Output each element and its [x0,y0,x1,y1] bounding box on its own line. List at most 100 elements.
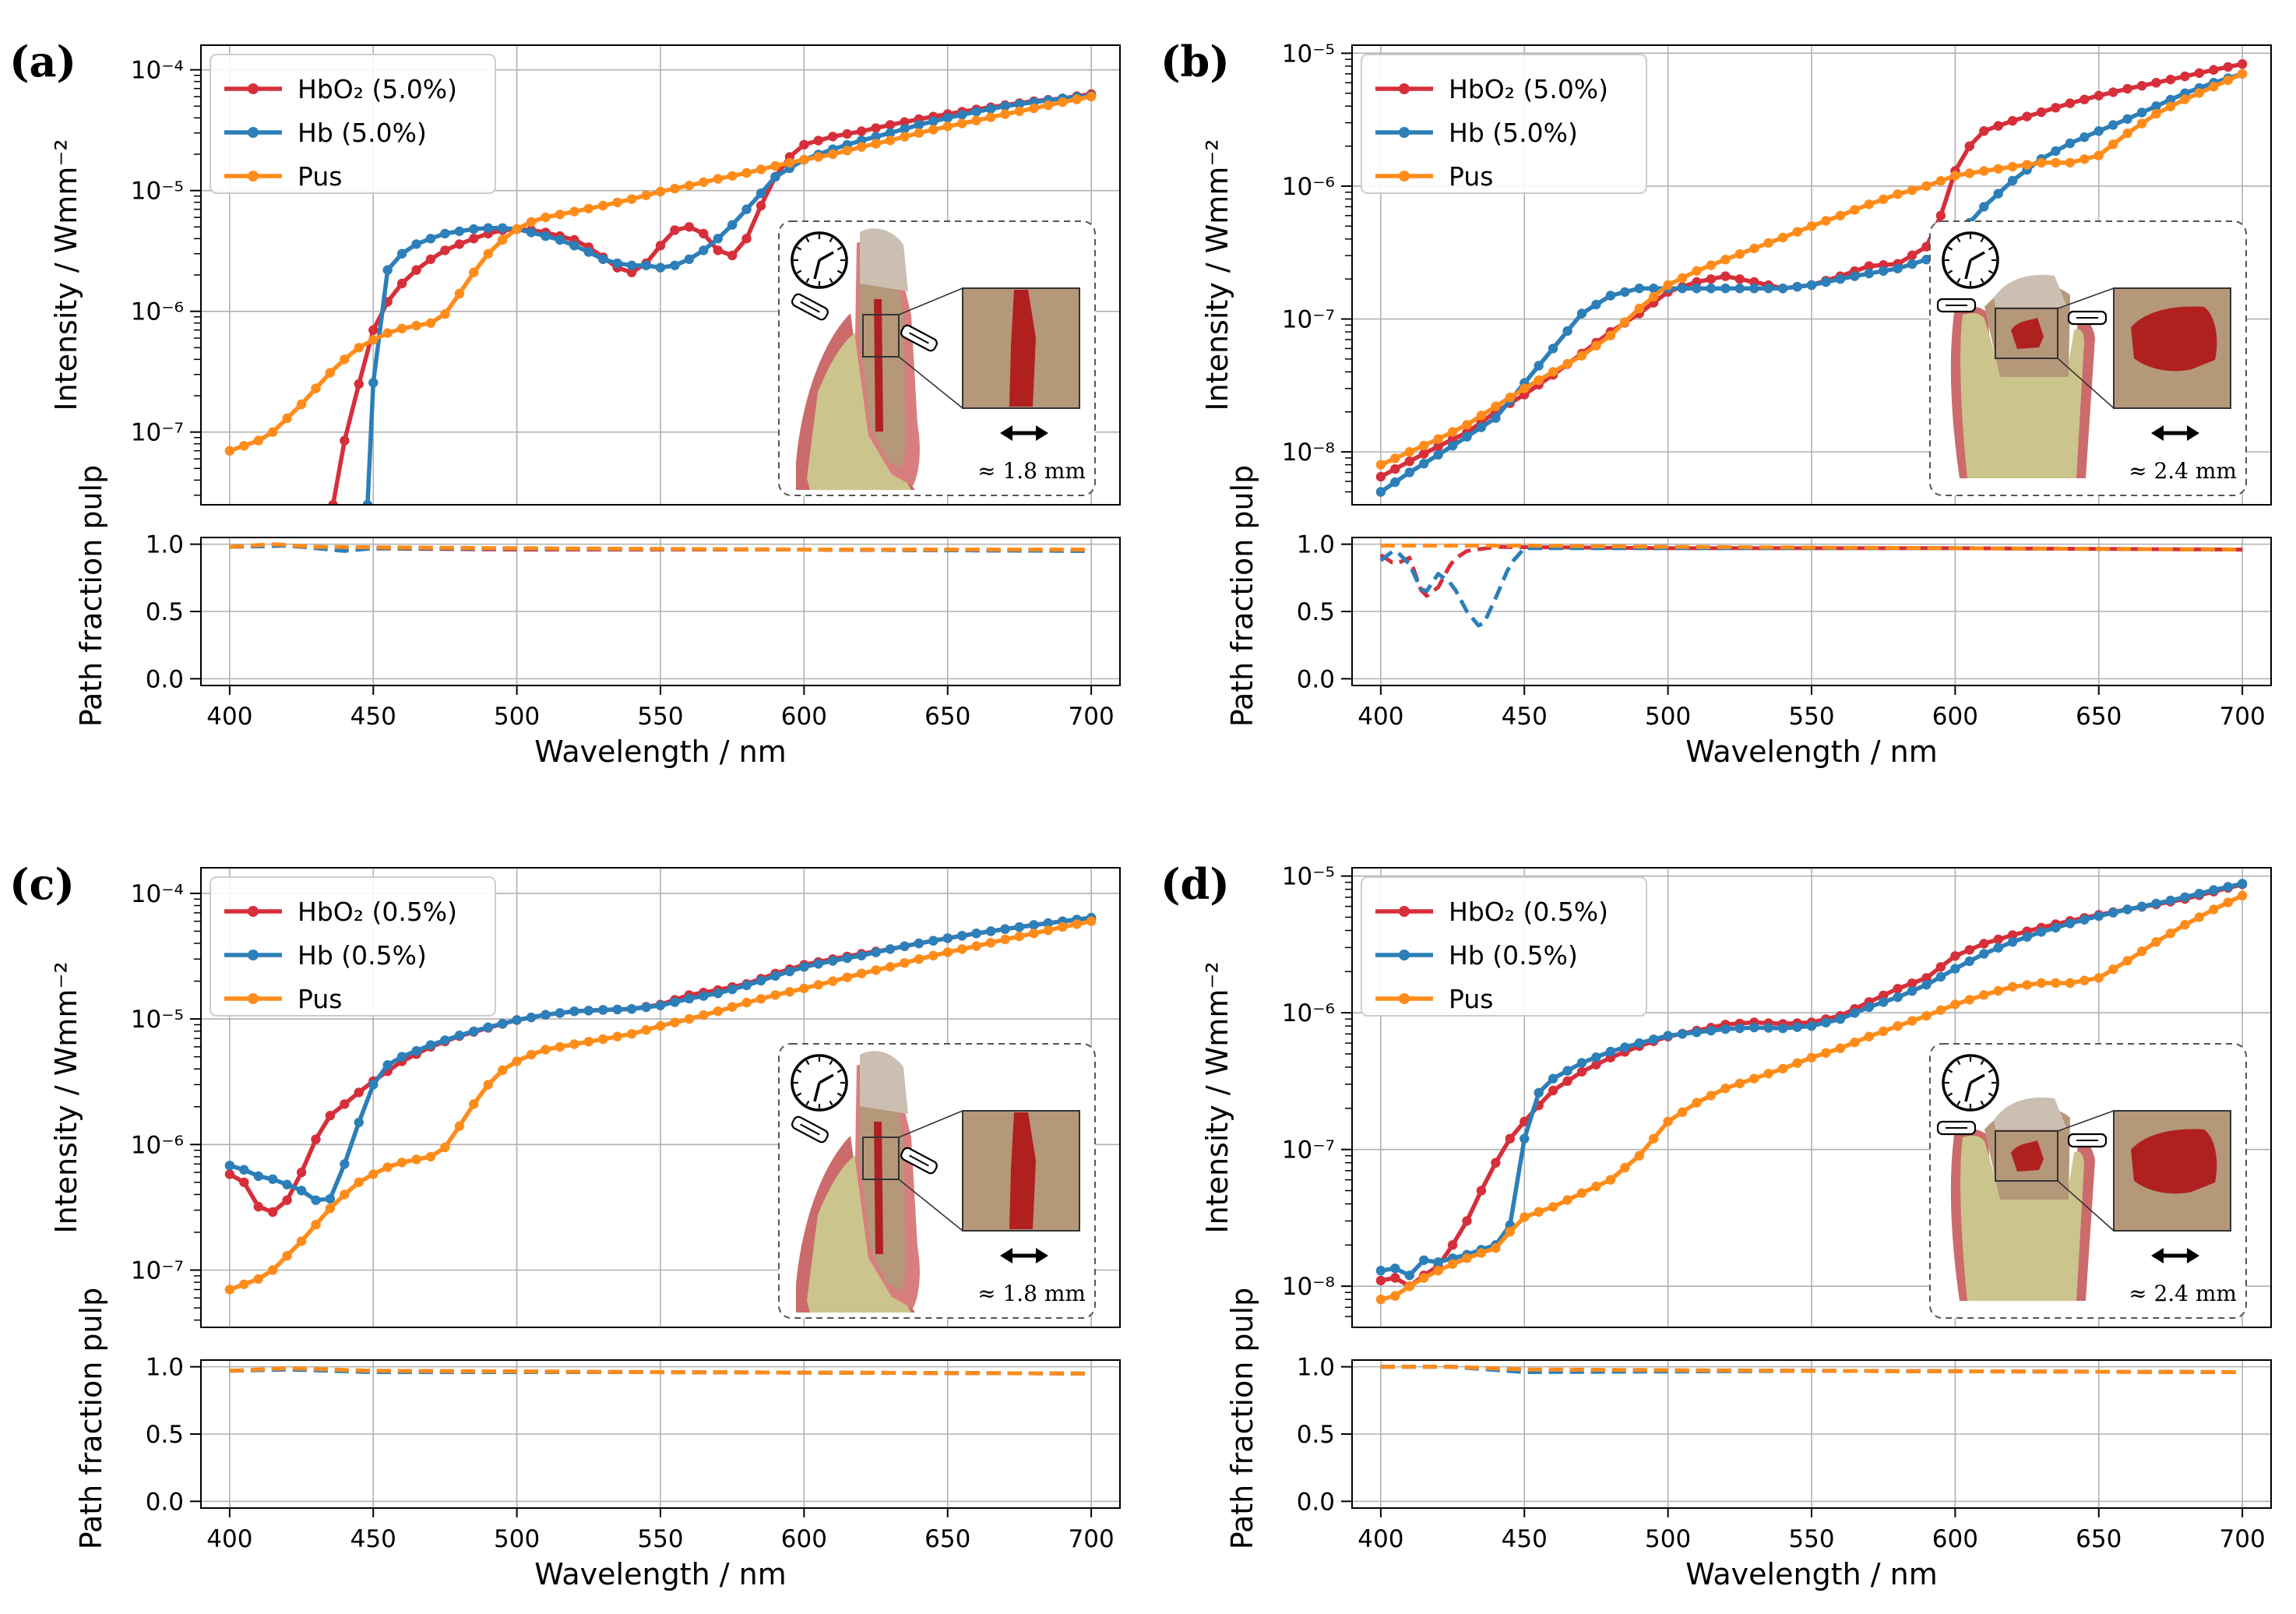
legend-marker [248,127,259,138]
data-point [2165,74,2176,85]
data-point [1921,980,1932,990]
data-point [1620,1162,1630,1173]
data-point [282,1179,292,1189]
data-point [2223,62,2233,72]
data-point [928,936,938,946]
data-point [1433,441,1443,452]
scale-label: ≈ 1.8 mm [977,1281,1086,1306]
data-point [1649,291,1659,302]
data-point [311,383,321,393]
data-point [2122,956,2132,966]
data-point [1864,261,1874,271]
data-point [2136,946,2147,957]
data-point [2065,98,2076,108]
data-point [2136,107,2147,118]
data-point [842,972,852,982]
data-point [1921,1010,1932,1021]
data-point [1433,1257,1443,1267]
data-point [1763,1023,1773,1033]
data-point [1850,205,1860,215]
data-point [684,1013,695,1024]
legend-marker [248,906,259,917]
data-point [655,1000,666,1010]
x-tick-label: 600 [781,1525,827,1553]
data-point [1893,263,1903,273]
data-point [2151,78,2161,88]
data-point [411,320,421,331]
data-point [1476,1248,1487,1258]
data-point [1014,931,1025,942]
data-point [1777,232,1788,243]
data-point [1419,1273,1429,1283]
legend-marker [1399,83,1410,94]
data-point [1921,181,1932,192]
data-point [770,160,780,171]
data-point [1462,1253,1472,1263]
path-fraction-ylabel: Path fraction pulp [74,1288,108,1550]
data-point [411,239,421,249]
x-tick-label: 450 [1502,703,1548,731]
data-point [813,152,824,162]
data-point [498,1065,508,1076]
data-point [842,129,852,139]
data-point [1706,1091,1717,1101]
data-point [1749,1022,1759,1033]
data-point [1390,1291,1400,1301]
data-point [2094,150,2104,160]
data-point [1907,978,1917,988]
data-point [727,171,738,181]
x-tick-label: 700 [1069,1525,1115,1553]
data-point [2223,75,2233,86]
data-point [670,225,680,235]
legend-label: HbO₂ (5.0%) [1449,74,1608,104]
data-point [483,223,493,233]
data-point [268,1174,278,1184]
data-point [396,248,407,259]
data-point [268,1265,278,1275]
data-point [2108,120,2118,130]
y-tick-label: 10⁻⁴ [131,880,184,908]
data-point [1806,1052,1817,1062]
data-point [900,941,910,951]
data-point [2122,904,2132,914]
pulp-lesion [874,299,883,432]
data-point [2151,937,2161,947]
data-point [1734,284,1745,294]
data-point [2136,118,2147,129]
data-point [1706,284,1717,294]
data-point [1734,1023,1745,1034]
path-fraction-ylabel: Path fraction pulp [74,465,108,728]
legend-label: Hb (0.5%) [1449,940,1578,971]
data-point [1649,1133,1659,1144]
data-point [856,126,867,136]
data-point [440,1142,450,1153]
data-point [1964,141,1974,151]
data-point [885,962,896,972]
x-tick-label: 500 [494,1525,540,1553]
data-point [253,1274,263,1285]
data-point [469,1026,479,1037]
data-point [425,254,436,264]
data-point [1086,916,1097,926]
data-point [1821,1017,1831,1027]
data-point [253,435,263,446]
data-point [1879,266,1889,277]
y-tick-label: 10⁻⁶ [131,298,184,326]
data-point [425,1040,436,1050]
data-point [1390,477,1400,488]
data-point [1534,361,1544,371]
data-point [942,933,953,943]
data-point [569,1006,579,1017]
data-point [655,263,666,273]
data-point [2079,94,2090,104]
data-point [2007,981,2018,992]
data-point [2007,930,2018,940]
data-point [555,1041,565,1052]
legend-marker [1399,127,1410,138]
data-point [699,228,709,239]
data-point [1404,456,1414,467]
data-point [354,379,364,389]
data-point [2151,108,2161,119]
data-point [1720,1084,1731,1094]
data-point [914,938,924,949]
